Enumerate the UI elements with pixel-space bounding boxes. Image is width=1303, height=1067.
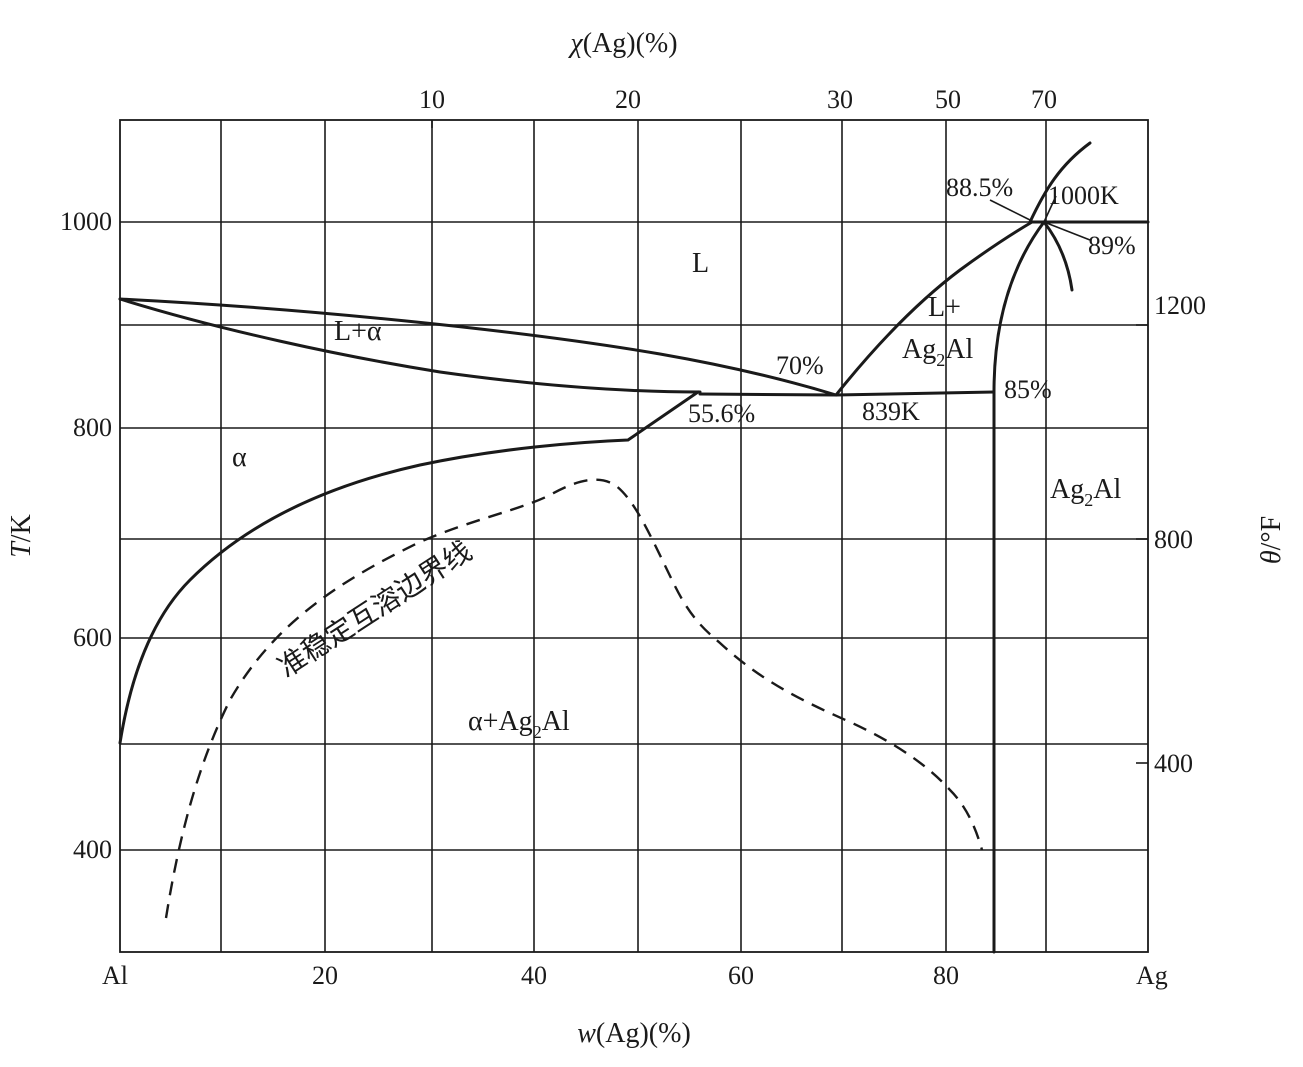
- top-tick-70: 70: [1031, 85, 1057, 114]
- eutectic-isotherm-line: [698, 390, 996, 397]
- right-tick-1200: 1200: [1154, 291, 1206, 320]
- top-axis-title: χ(Ag)(%): [567, 28, 677, 59]
- bottom-axis-title: w(Ag)(%): [577, 1018, 691, 1049]
- metastable-boundary-label: 准稳定互溶边界线: [272, 534, 478, 684]
- right-axis-title: θ/°F: [1256, 516, 1287, 564]
- region-alpha-label: α: [232, 442, 247, 473]
- left-tick-600: 600: [73, 623, 112, 652]
- left-tick-400: 400: [73, 835, 112, 864]
- right-tick-800: 800: [1154, 525, 1193, 554]
- metastable-miscibility-dashed-curve: [164, 478, 984, 919]
- liquidus-al-side-curve: [118, 297, 838, 397]
- leader-1000k: [1043, 195, 1057, 223]
- region-l-ag2al-label-line2: Ag2Al: [902, 334, 973, 370]
- annotations: 70% 55.6% 839K 85% 88.5% 1000K 89%: [688, 173, 1136, 428]
- region-ag2al-label: Ag2Al: [1050, 474, 1121, 510]
- left-tick-1000: 1000: [60, 207, 112, 236]
- annot-85-percent: 85%: [1004, 375, 1052, 404]
- top-tick-50: 50: [935, 85, 961, 114]
- ag2al-right-boundary-curve: [1042, 220, 1074, 292]
- tick-marks: [431, 120, 1148, 764]
- region-liquid-label: L: [692, 248, 709, 279]
- region-l-alpha-label: L+α: [334, 316, 382, 347]
- bottom-tick-80: 80: [933, 961, 959, 990]
- plot-frame: [119, 119, 1149, 953]
- annot-839k: 839K: [862, 397, 920, 426]
- right-tick-400: 400: [1154, 749, 1193, 778]
- right-axis-labels: 400 800 1200: [1154, 291, 1206, 778]
- bottom-tick-60: 60: [728, 961, 754, 990]
- phase-boundaries: [118, 141, 1150, 954]
- annot-1000k: 1000K: [1048, 181, 1119, 210]
- leader-88-5-percent: [989, 199, 1035, 223]
- top-tick-30: 30: [827, 85, 853, 114]
- annot-89-percent: 89%: [1088, 231, 1136, 260]
- bottom-axis-labels: Al 20 40 60 80 Ag: [102, 961, 1168, 990]
- alpha-solvus-curve: [118, 390, 700, 745]
- bottom-tick-ag: Ag: [1136, 961, 1168, 990]
- liquidus-ag-side-curve: [1028, 141, 1092, 224]
- left-axis-title: T/K: [6, 514, 37, 558]
- left-tick-800: 800: [73, 413, 112, 442]
- top-tick-20: 20: [615, 85, 641, 114]
- annot-88-5-percent: 88.5%: [946, 173, 1013, 202]
- region-alpha-ag2al-label: α+Ag2Al: [468, 706, 570, 742]
- bottom-tick-40: 40: [521, 961, 547, 990]
- top-tick-10: 10: [419, 85, 445, 114]
- solidus-al-side-curve: [118, 297, 702, 394]
- bottom-tick-20: 20: [312, 961, 338, 990]
- region-l-ag2al-label-line1: L+: [928, 292, 961, 323]
- annot-70-percent: 70%: [776, 351, 824, 380]
- top-axis-labels: 10 20 30 50 70: [419, 85, 1057, 114]
- leader-89-percent: [1043, 221, 1091, 241]
- bottom-tick-al: Al: [102, 961, 128, 990]
- region-labels: L L+α α L+ Ag2Al Ag2Al α+Ag2Al: [232, 248, 1121, 742]
- left-axis-labels: 400 600 800 1000: [60, 207, 112, 864]
- annot-55-6-percent: 55.6%: [688, 399, 755, 428]
- liquidus-ag2al-curve: [834, 220, 1034, 397]
- ag2al-left-boundary-curve: [992, 220, 1046, 954]
- leader-lines: [989, 195, 1091, 241]
